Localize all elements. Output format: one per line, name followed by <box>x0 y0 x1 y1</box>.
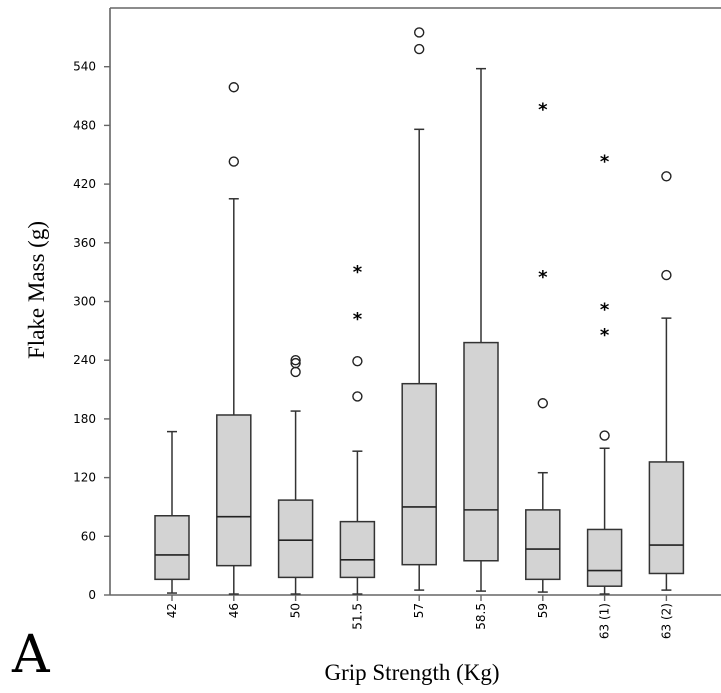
panel-label: A <box>11 625 51 685</box>
x-tick-label: 63 (2) <box>659 603 673 639</box>
x-tick-label: 58.5 <box>474 603 488 630</box>
iqr-box <box>216 414 252 567</box>
extreme-point: * <box>600 325 610 346</box>
y-tick-label: 300 <box>73 295 96 309</box>
extreme-point: * <box>353 262 363 283</box>
iqr-box <box>339 520 376 579</box>
iqr-box <box>277 499 314 579</box>
outlier-point <box>352 355 363 367</box>
x-tick-label: 63 (1) <box>598 603 612 639</box>
outlier-point <box>290 366 301 378</box>
iqr-box <box>586 528 623 587</box>
iqr-box <box>463 341 499 562</box>
iqr-box <box>525 509 561 581</box>
y-tick-label: 540 <box>73 60 96 74</box>
iqr-box <box>401 382 437 566</box>
x-tick-label: 51.5 <box>350 603 364 630</box>
outlier-point <box>599 430 610 441</box>
x-tick-label: 46 <box>227 603 241 618</box>
extreme-point: * <box>600 299 610 320</box>
y-tick-label: 480 <box>73 118 96 132</box>
y-tick-label: 240 <box>73 353 96 367</box>
x-tick-label: 59 <box>536 603 550 618</box>
iqr-box <box>154 515 190 581</box>
y-tick-label: 360 <box>73 236 96 250</box>
iqr-box <box>648 461 685 575</box>
extreme-point: * <box>538 267 548 288</box>
extreme-point: * <box>538 100 548 121</box>
extreme-point: * <box>353 309 363 330</box>
outlier-point <box>537 398 548 409</box>
outlier-point <box>290 355 301 366</box>
outlier-point <box>290 357 301 369</box>
y-axis-title: Flake Mass (g) <box>24 221 49 359</box>
outlier-point <box>352 391 363 402</box>
extreme-point: * <box>600 152 610 173</box>
x-axis-title: Grip Strength (Kg) <box>324 660 499 685</box>
outlier-point <box>228 82 240 93</box>
outlier-point <box>661 269 672 281</box>
y-tick-label: 420 <box>73 177 96 191</box>
x-tick-label: 57 <box>412 603 426 618</box>
outlier-point <box>414 43 425 55</box>
y-tick-label: 120 <box>73 471 96 485</box>
y-tick-label: 180 <box>73 412 96 426</box>
y-tick-label: 60 <box>81 529 96 543</box>
y-tick-label: 0 <box>88 588 96 602</box>
outlier-point <box>661 171 672 182</box>
outlier-point <box>228 156 240 167</box>
outlier-point <box>414 27 425 38</box>
x-tick-label: 42 <box>165 603 179 618</box>
x-tick-label: 50 <box>289 603 303 618</box>
